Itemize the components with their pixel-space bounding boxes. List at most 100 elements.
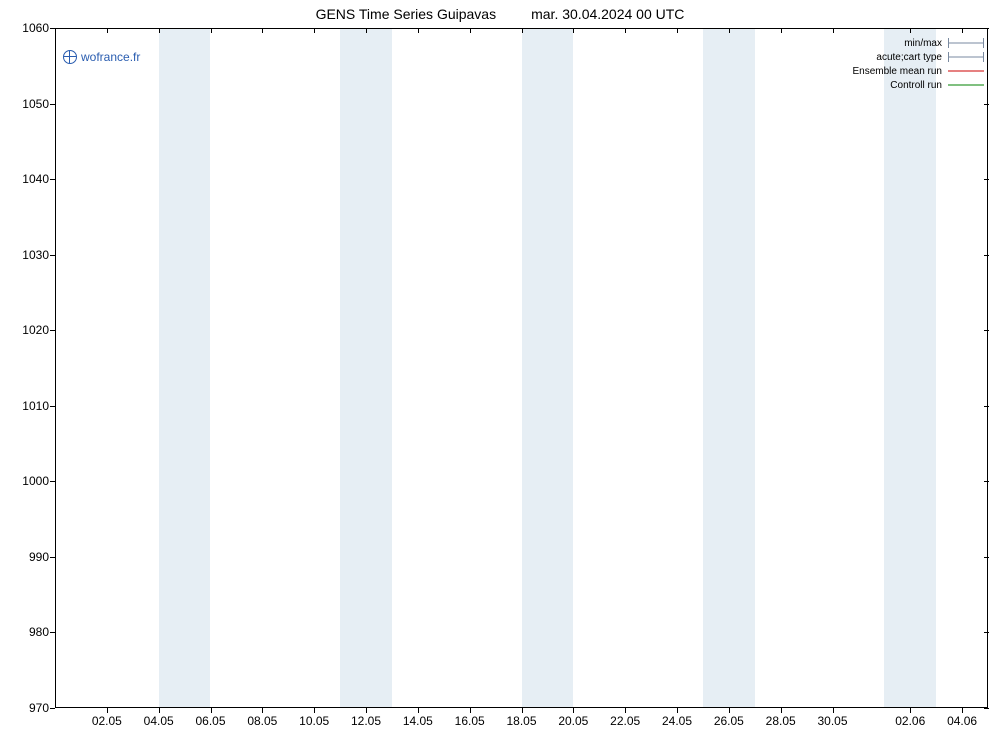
y-tick-mark xyxy=(984,28,989,29)
x-tick-mark xyxy=(314,28,315,33)
x-tick-label: 04.05 xyxy=(144,714,174,728)
legend-label: acute;cart type xyxy=(876,52,942,63)
x-tick-label: 16.05 xyxy=(455,714,485,728)
y-tick-label: 990 xyxy=(29,550,49,564)
x-tick-mark xyxy=(366,708,367,713)
x-tick-mark xyxy=(625,28,626,33)
x-tick-mark xyxy=(107,708,108,713)
x-tick-mark xyxy=(522,708,523,713)
x-tick-label: 28.05 xyxy=(766,714,796,728)
legend-item: acute;cart type xyxy=(853,50,985,64)
x-tick-mark xyxy=(833,708,834,713)
weekend-band xyxy=(522,28,574,708)
x-tick-label: 26.05 xyxy=(714,714,744,728)
legend-label: min/max xyxy=(904,38,942,49)
y-tick-mark xyxy=(984,179,989,180)
x-tick-label: 04.06 xyxy=(947,714,977,728)
chart-container: GENS Time Series Guipavas mar. 30.04.202… xyxy=(0,0,1000,733)
x-tick-label: 12.05 xyxy=(351,714,381,728)
x-tick-mark xyxy=(418,708,419,713)
title-left: GENS Time Series Guipavas xyxy=(316,6,497,22)
x-tick-mark xyxy=(418,28,419,33)
x-tick-label: 30.05 xyxy=(817,714,847,728)
weekend-band xyxy=(703,28,755,708)
y-tick-mark xyxy=(50,179,55,180)
y-tick-label: 1020 xyxy=(22,323,49,337)
weekend-band xyxy=(884,28,936,708)
x-tick-mark xyxy=(366,28,367,33)
y-tick-label: 980 xyxy=(29,625,49,639)
x-tick-label: 06.05 xyxy=(195,714,225,728)
x-tick-mark xyxy=(910,708,911,713)
legend-item: Ensemble mean run xyxy=(853,64,985,78)
plot-area: 9709809901000101010201030104010501060 02… xyxy=(55,28,988,708)
globe-icon xyxy=(63,50,77,64)
y-tick-label: 1030 xyxy=(22,248,49,262)
y-tick-mark xyxy=(50,104,55,105)
y-tick-mark xyxy=(50,708,55,709)
x-tick-mark xyxy=(781,28,782,33)
legend-sample xyxy=(948,38,984,48)
x-tick-mark xyxy=(729,708,730,713)
x-tick-label: 02.05 xyxy=(92,714,122,728)
legend-sample xyxy=(948,66,984,76)
y-tick-label: 1060 xyxy=(22,21,49,35)
legend-item: min/max xyxy=(853,36,985,50)
x-tick-label: 22.05 xyxy=(610,714,640,728)
y-tick-label: 1010 xyxy=(22,399,49,413)
x-tick-mark xyxy=(962,708,963,713)
x-tick-label: 18.05 xyxy=(506,714,536,728)
x-tick-mark xyxy=(522,28,523,33)
y-tick-mark xyxy=(50,255,55,256)
weekend-band xyxy=(340,28,392,708)
y-tick-mark xyxy=(984,632,989,633)
x-tick-mark xyxy=(159,28,160,33)
x-tick-label: 10.05 xyxy=(299,714,329,728)
y-tick-mark xyxy=(50,406,55,407)
y-tick-mark xyxy=(984,104,989,105)
x-tick-mark xyxy=(833,28,834,33)
y-tick-mark xyxy=(984,708,989,709)
watermark: wofrance.fr xyxy=(63,50,140,64)
legend-label: Controll run xyxy=(890,80,942,91)
y-tick-mark xyxy=(50,632,55,633)
x-tick-mark xyxy=(677,28,678,33)
x-tick-mark xyxy=(573,708,574,713)
legend-sample xyxy=(948,80,984,90)
x-tick-mark xyxy=(625,708,626,713)
y-tick-mark xyxy=(50,28,55,29)
legend: min/max acute;cart type Ensemble mean run C… xyxy=(853,36,985,92)
y-tick-mark xyxy=(984,481,989,482)
x-tick-mark xyxy=(573,28,574,33)
x-tick-mark xyxy=(159,708,160,713)
x-tick-label: 20.05 xyxy=(558,714,588,728)
y-tick-label: 1000 xyxy=(22,474,49,488)
x-tick-mark xyxy=(677,708,678,713)
legend-item: Controll run xyxy=(853,78,985,92)
x-tick-mark xyxy=(211,28,212,33)
x-tick-mark xyxy=(729,28,730,33)
title-right: mar. 30.04.2024 00 UTC xyxy=(531,6,684,22)
x-tick-label: 08.05 xyxy=(247,714,277,728)
y-tick-mark xyxy=(984,255,989,256)
y-tick-label: 970 xyxy=(29,701,49,715)
x-tick-mark xyxy=(262,28,263,33)
x-tick-mark xyxy=(470,708,471,713)
x-tick-mark xyxy=(781,708,782,713)
x-tick-mark xyxy=(107,28,108,33)
x-tick-mark xyxy=(910,28,911,33)
y-tick-label: 1050 xyxy=(22,97,49,111)
x-tick-mark xyxy=(262,708,263,713)
x-tick-label: 02.06 xyxy=(895,714,925,728)
legend-label: Ensemble mean run xyxy=(853,66,943,77)
y-tick-mark xyxy=(50,481,55,482)
y-tick-mark xyxy=(984,406,989,407)
weekend-band xyxy=(159,28,211,708)
y-tick-label: 1040 xyxy=(22,172,49,186)
x-tick-mark xyxy=(962,28,963,33)
y-tick-mark xyxy=(984,330,989,331)
y-tick-mark xyxy=(50,330,55,331)
watermark-text: wofrance.fr xyxy=(81,50,140,64)
x-tick-label: 24.05 xyxy=(662,714,692,728)
chart-title: GENS Time Series Guipavas mar. 30.04.202… xyxy=(0,6,1000,22)
